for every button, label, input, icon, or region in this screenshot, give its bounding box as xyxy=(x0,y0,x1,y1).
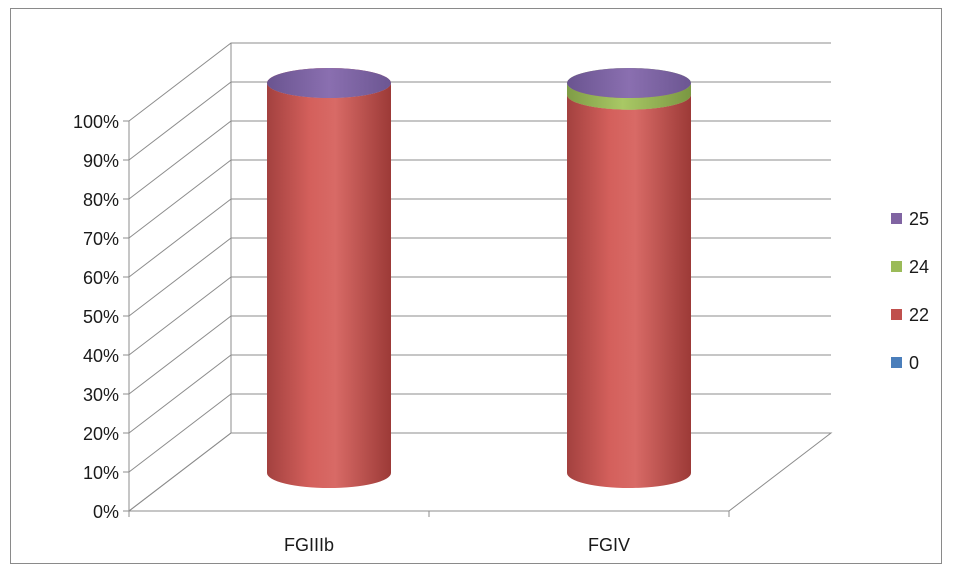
y-tick-label: 90% xyxy=(83,151,119,171)
legend-swatch xyxy=(891,261,902,272)
legend-item-0: 0 xyxy=(891,353,919,373)
legend-label: 25 xyxy=(909,209,929,229)
legend-label: 24 xyxy=(909,257,929,277)
legend-label: 22 xyxy=(909,305,929,325)
legend-swatch xyxy=(891,357,902,368)
x-tick-label: FGIV xyxy=(588,535,630,555)
legend-item-24: 24 xyxy=(891,257,929,277)
y-tick-label: 70% xyxy=(83,229,119,249)
y-tick-label: 60% xyxy=(83,268,119,288)
gridlines xyxy=(128,42,831,512)
y-tick-label: 40% xyxy=(83,346,119,366)
legend-swatch xyxy=(891,309,902,320)
bar-segment-24 xyxy=(567,83,691,110)
bar-segment-22 xyxy=(267,83,391,488)
y-tick-label: 80% xyxy=(83,190,119,210)
y-tick-label: 0% xyxy=(93,502,119,522)
bar-cap xyxy=(267,68,391,98)
x-tick-label: FGIIIb xyxy=(284,535,334,555)
chart-svg: 0% 10% 20% 30% 40% 50% 60% 70% 80% 90% 100% FGIIIb… xyxy=(73,42,929,555)
y-tick-label: 50% xyxy=(83,307,119,327)
bars xyxy=(267,68,691,488)
y-tick-label: 20% xyxy=(83,424,119,444)
bar-segment-22 xyxy=(567,94,691,488)
floor xyxy=(127,432,833,512)
bar-cap xyxy=(567,68,691,98)
legend-swatch xyxy=(891,213,902,224)
legend: 25 24 22 0 xyxy=(891,209,929,373)
bar-group-FGIV xyxy=(567,68,691,488)
legend-item-25: 25 xyxy=(891,209,929,229)
y-axis: 0% 10% 20% 30% 40% 50% 60% 70% 80% 90% 100% xyxy=(73,112,130,522)
y-tick-label: 10% xyxy=(83,463,119,483)
bar-group-FGIIIb xyxy=(267,68,391,488)
y-tick-label: 30% xyxy=(83,385,119,405)
gridline xyxy=(128,432,831,512)
y-tick-label: 100% xyxy=(73,112,119,132)
chart-frame: 0% 10% 20% 30% 40% 50% 60% 70% 80% 90% 100% FGIIIb… xyxy=(10,8,942,564)
legend-item-22: 22 xyxy=(891,305,929,325)
legend-label: 0 xyxy=(909,353,919,373)
x-axis: FGIIIb FGIV xyxy=(128,510,730,555)
